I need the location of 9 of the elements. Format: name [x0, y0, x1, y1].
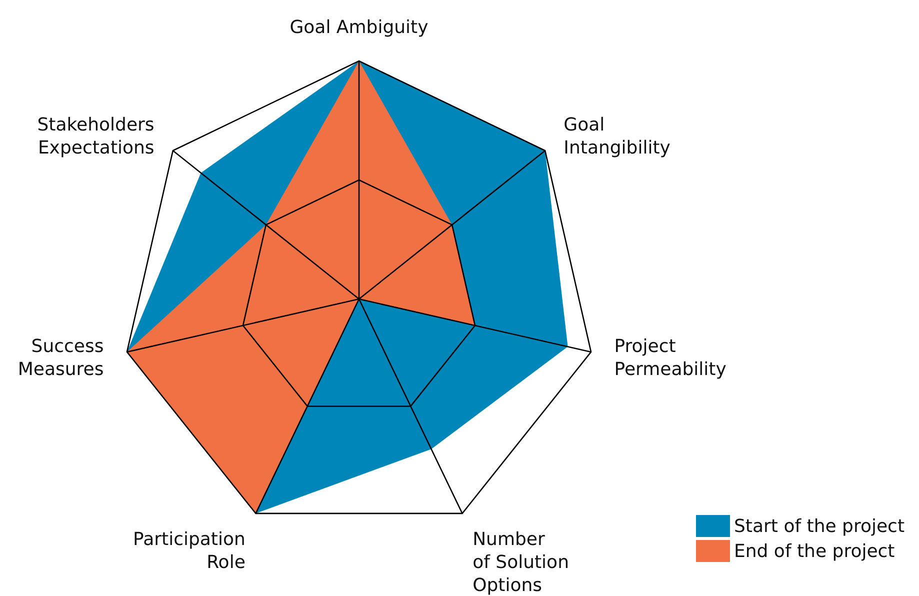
legend-label: End of the project — [734, 541, 895, 562]
spoke-label: Participation Role — [133, 528, 246, 573]
spoke-label: Goal Ambiguity — [290, 17, 429, 38]
spoke-label: Number of Solution Options — [472, 528, 569, 596]
spoke-label: Project Permeability — [614, 336, 727, 380]
spoke-label: Success Measures — [18, 336, 104, 380]
legend-label: Start of the project — [734, 516, 904, 537]
spoke-label: Stakeholders Expectations — [37, 114, 154, 158]
spoke-label: Goal Intangibility — [564, 114, 671, 158]
